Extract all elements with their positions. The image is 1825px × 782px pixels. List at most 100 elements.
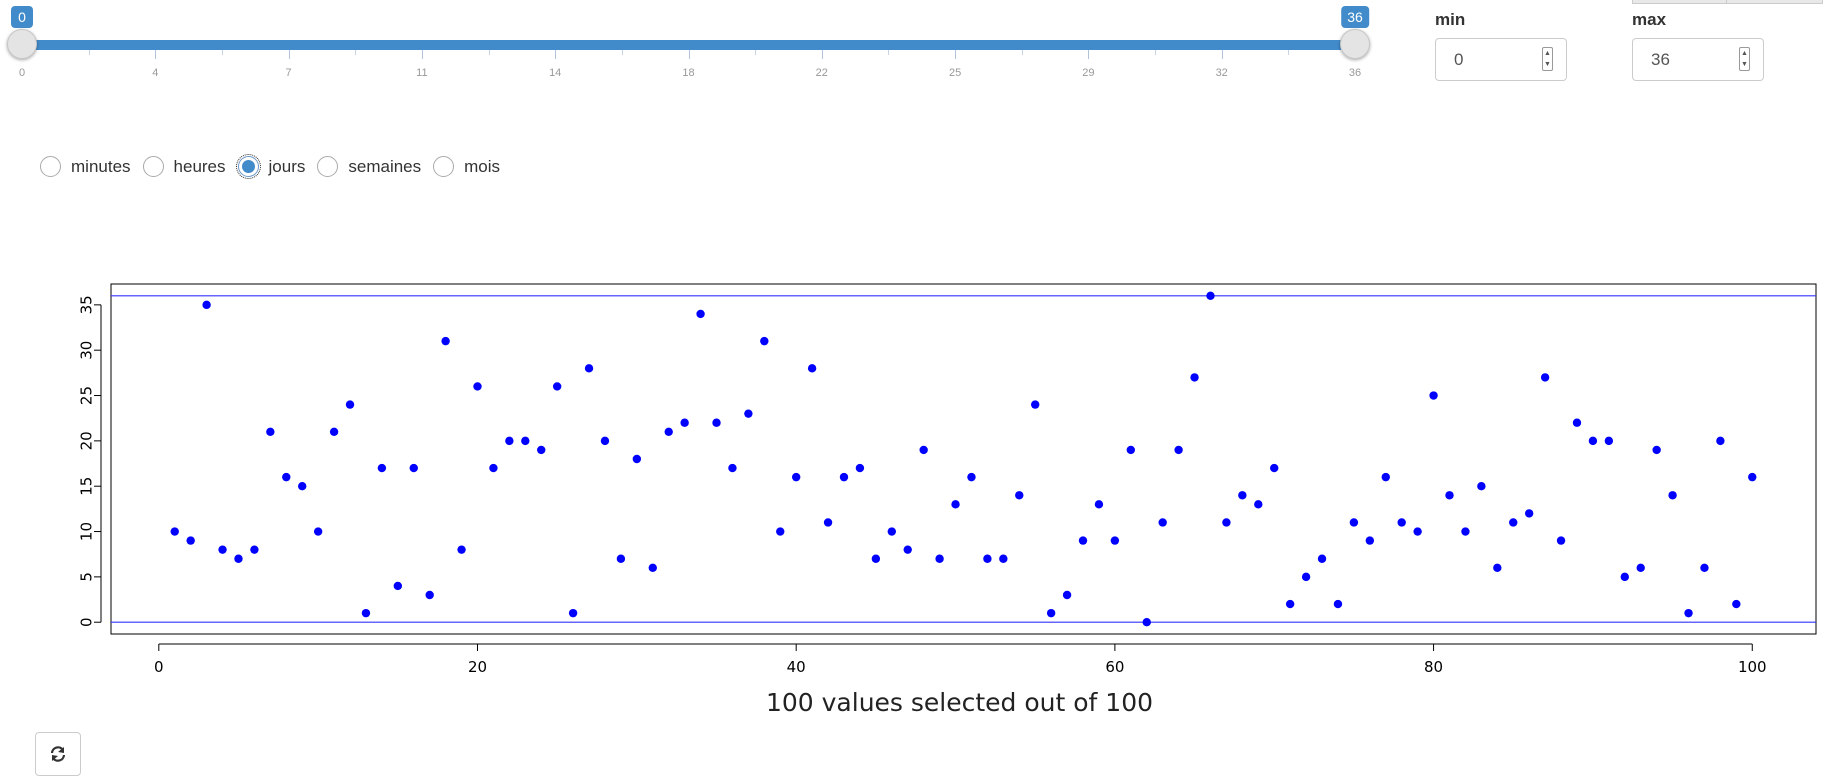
slider-handle-to[interactable] — [1340, 29, 1370, 59]
range-slider[interactable]: 0 4 7 11 14 18 22 25 29 32 36 0 36 — [0, 0, 1380, 100]
slider-minor-tick — [1021, 50, 1023, 55]
data-point — [521, 436, 530, 446]
slider-from-badge: 0 — [11, 6, 33, 28]
data-point — [202, 300, 211, 310]
radio-button[interactable] — [40, 156, 61, 177]
data-point — [1174, 445, 1183, 455]
data-point — [313, 527, 323, 536]
data-point — [999, 554, 1008, 563]
spin-up-icon[interactable]: ▲ — [1544, 50, 1551, 57]
data-point — [473, 382, 482, 391]
min-input[interactable]: 0 ▲ ▼ — [1435, 38, 1567, 81]
data-point — [489, 463, 498, 473]
radio-button[interactable] — [433, 156, 455, 177]
data-point — [1158, 518, 1167, 527]
data-point — [1716, 436, 1725, 446]
data-point — [776, 527, 785, 536]
data-point — [1285, 599, 1295, 609]
data-point — [887, 527, 896, 536]
radio-label: mois — [464, 156, 501, 176]
slider-minor-tick — [888, 50, 890, 55]
data-point — [218, 545, 227, 554]
slider-tick — [555, 50, 557, 59]
slider-handle-from[interactable] — [7, 29, 37, 59]
data-point — [791, 472, 801, 482]
data-point — [1636, 563, 1645, 573]
slider-tick-label: 25 — [948, 67, 962, 79]
spin-up-icon[interactable]: ▲ — [1741, 50, 1748, 57]
radio-heures[interactable]: heures — [142, 156, 226, 177]
time-unit-radio-group: minutes heures jours semaines mois — [40, 154, 512, 179]
max-input-group: max 36 ▲ ▼ — [1632, 10, 1767, 81]
slider-tick-label: 4 — [152, 67, 159, 79]
top-tab[interactable] — [1632, 0, 1729, 4]
refresh-icon — [50, 746, 66, 762]
spin-down-icon[interactable]: ▼ — [1741, 61, 1748, 68]
data-point — [1078, 536, 1088, 545]
x-tick-label: 20 — [468, 658, 487, 676]
slider-tick-label: 18 — [682, 67, 695, 79]
slider-tick-label: 22 — [815, 67, 828, 79]
data-point — [744, 409, 753, 418]
data-point — [1445, 491, 1454, 500]
spin-down-icon[interactable]: ▼ — [1544, 61, 1551, 68]
y-tick-label: 25 — [78, 386, 96, 405]
data-point — [1190, 373, 1199, 382]
data-point — [425, 590, 434, 600]
radio-button[interactable] — [317, 156, 339, 177]
radio-jours[interactable]: jours — [235, 154, 306, 179]
max-input[interactable]: 36 ▲ ▼ — [1632, 38, 1764, 81]
slider-tick — [1221, 50, 1223, 59]
data-point — [377, 463, 387, 473]
slider-tick — [821, 50, 823, 59]
data-point — [807, 364, 817, 373]
data-point — [919, 445, 928, 455]
y-tick-label: 10 — [78, 522, 96, 541]
radio-mois[interactable]: mois — [433, 156, 500, 177]
data-point — [712, 418, 721, 427]
min-spinner[interactable]: ▲ ▼ — [1542, 47, 1553, 71]
data-point — [1015, 491, 1024, 500]
slider-minor-tick — [355, 50, 357, 55]
slider-tick-label: 11 — [416, 67, 428, 79]
data-point — [1333, 599, 1343, 609]
radio-label: semaines — [348, 156, 422, 176]
data-point — [266, 427, 275, 436]
data-point — [298, 482, 307, 491]
data-point — [680, 418, 689, 427]
slider-tick — [421, 50, 423, 59]
x-tick-label: 0 — [154, 658, 164, 676]
max-value: 36 — [1651, 50, 1670, 69]
radio-button[interactable] — [142, 156, 164, 177]
data-point — [632, 454, 642, 464]
slider-minor-tick — [1155, 50, 1157, 55]
slider-minor-tick — [621, 50, 623, 55]
data-point — [568, 608, 578, 618]
plot-frame — [110, 283, 1817, 635]
slider-minor-tick — [1288, 50, 1290, 55]
refresh-button[interactable] — [35, 732, 81, 776]
data-point — [1732, 599, 1741, 609]
data-point — [1620, 572, 1629, 582]
data-point — [967, 472, 976, 482]
data-point — [1668, 491, 1677, 500]
data-point — [1270, 463, 1279, 473]
data-point — [1094, 500, 1104, 509]
data-point — [1413, 527, 1422, 536]
y-tick-label: 35 — [78, 295, 96, 314]
data-point — [1524, 509, 1534, 518]
top-tab[interactable] — [1726, 0, 1823, 4]
data-point — [1604, 436, 1614, 446]
max-spinner[interactable]: ▲ ▼ — [1739, 47, 1750, 71]
data-point — [1206, 291, 1215, 300]
radio-minutes[interactable]: minutes — [40, 156, 131, 177]
y-tick-label: 5 — [78, 572, 96, 582]
radio-semaines[interactable]: semaines — [317, 156, 421, 177]
radio-button[interactable] — [235, 154, 261, 179]
slider-bar[interactable] — [22, 40, 1355, 50]
radio-label: jours — [268, 156, 306, 176]
data-point — [552, 382, 562, 391]
slider-tick — [688, 50, 690, 59]
x-tick-label: 100 — [1738, 658, 1767, 676]
data-point — [1126, 445, 1136, 455]
